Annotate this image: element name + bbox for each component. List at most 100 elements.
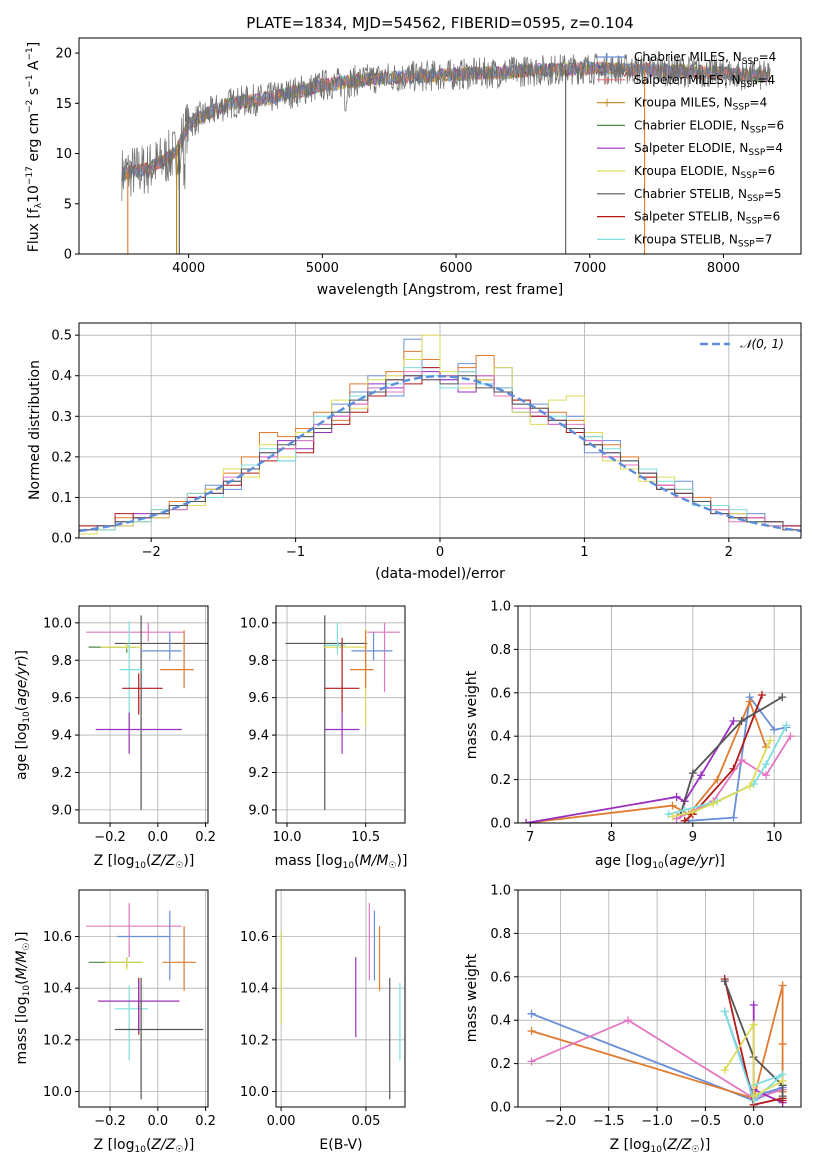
legend-label: Kroupa MILES, NSSP=4 [634, 96, 767, 113]
mass-weight-ylabel-top: mass weight [464, 670, 480, 759]
legend-count: =4 [757, 73, 775, 87]
y-tick-label: 9.2 [51, 766, 72, 781]
weight-marker [624, 1016, 633, 1025]
y-tick-label: 0.4 [51, 369, 72, 384]
error-bar-point [324, 637, 360, 713]
plot-marks [522, 690, 795, 823]
age-vs-metallicity-panel: −0.2 0.0 0.2 9.0 9.2 9.4 9.6 9.8 10.0 [43, 605, 216, 845]
legend-count: =4 [759, 50, 777, 64]
x-tick-label: 10.5 [351, 830, 380, 845]
y-tick-label: 0.6 [490, 686, 511, 701]
x-tick-label: 0.2 [195, 830, 216, 845]
weight-line [723, 1011, 784, 1103]
mass-vs-metallicity-panel: −0.2 0.0 0.2 10.0 10.2 10.4 10.6 [43, 889, 216, 1129]
age-vs-mass-panel: 10.0 10.5 9.0 9.2 9.4 9.6 9.8 10.0 [240, 605, 406, 845]
x-tick-label: 2 [725, 545, 733, 560]
weight-marker [527, 1057, 536, 1066]
axes-frame [517, 605, 802, 824]
y-tick-label: 0.1 [51, 491, 72, 506]
weight-line [672, 740, 771, 818]
error-bar-point [285, 615, 368, 810]
x-tick-label: 0.05 [351, 1114, 380, 1129]
y-tick-label: 0.0 [490, 817, 511, 832]
y-tick-label: 0.2 [51, 450, 72, 465]
legend-count: =4 [750, 96, 768, 110]
legend-subscript: SSP [741, 80, 758, 90]
weight-marker [522, 819, 531, 823]
y-tick-label: 5 [64, 197, 72, 212]
weight-marker [762, 760, 771, 769]
weight-marker [749, 1020, 758, 1029]
weight-marker [749, 1092, 758, 1101]
legend-count: =6 [757, 164, 775, 178]
legend-subscript: SSP [748, 148, 765, 158]
y-tick-label: 1.0 [490, 600, 511, 615]
y-tick-label: 9.8 [51, 654, 72, 669]
x-tick-label: 9 [689, 830, 697, 845]
axes-frame [78, 37, 802, 255]
x-tick-label: 7 [526, 830, 534, 845]
legend-label: Salpeter ELODIE, NSSP=4 [634, 141, 783, 158]
y-tick-label: 0.8 [490, 643, 511, 658]
weight-marker [778, 1040, 787, 1049]
age-ylabel: age [log10(age/yr)] [14, 650, 32, 780]
model-spectrum-line [121, 60, 770, 181]
error-bar-point [367, 622, 401, 693]
y-tick-label: 10.0 [240, 616, 269, 631]
weight-marker [668, 801, 677, 810]
weight-marker [527, 1009, 536, 1018]
x-tick-label: 1 [580, 545, 588, 560]
observed-spectrum-line [121, 53, 771, 202]
legend-count: =4 [765, 141, 783, 155]
weight-marker [680, 816, 689, 823]
error-bar-point [114, 615, 208, 810]
weight-marker [688, 808, 697, 817]
weight-marker [778, 1076, 787, 1085]
gaussian-legend-label: 𝒩(0, 1) [740, 337, 784, 351]
weight-line [679, 696, 783, 815]
error-bar-point [105, 957, 144, 971]
legend-count: =7 [755, 232, 773, 246]
weight-marker [737, 756, 746, 765]
axes-frame [78, 889, 209, 1108]
legend-subscript: SSP [746, 217, 763, 227]
weight-marker [778, 693, 787, 702]
x-tick-label: −1.0 [641, 1114, 673, 1129]
y-tick-label: 10.6 [240, 930, 269, 945]
y-tick-label: 0.3 [51, 410, 72, 425]
y-tick-label: 9.2 [248, 766, 269, 781]
weight-marker [770, 725, 779, 734]
weight-marker [737, 717, 746, 726]
mass-weight-ylabel-bottom: mass weight [464, 953, 480, 1042]
legend-marker [603, 98, 611, 107]
y-tick-label: 10.6 [43, 930, 72, 945]
x-tick-label: 0.0 [147, 830, 168, 845]
x-tick-label: −0.2 [94, 1114, 126, 1129]
y-tick-label: 9.8 [248, 654, 269, 669]
x-tick-label: −0.5 [690, 1114, 722, 1129]
legend-subscript: SSP [733, 103, 750, 113]
x-tick-label: −0.2 [94, 830, 126, 845]
y-tick-label: 0.0 [490, 1101, 511, 1116]
y-tick-label: 10.4 [240, 982, 269, 997]
error-bar-point [100, 643, 142, 650]
x-tick-label: −1.5 [593, 1114, 625, 1129]
axes-frame [78, 605, 209, 824]
weight-line [684, 694, 763, 822]
legend-label: Kroupa STELIB, NSSP=7 [634, 232, 772, 249]
residual-plot-area: −2 −1 0 1 2 0.0 0.1 0.2 0.3 0.4 0.5 𝒩(0, 1) [51, 322, 802, 560]
residual-ylabel: Normed distribution [27, 360, 43, 500]
x-tick-label: 8000 [707, 261, 740, 276]
legend-label: Chabrier ELODIE, NSSP=6 [634, 118, 784, 135]
y-tick-label: 10.0 [43, 616, 72, 631]
x-tick-label: 8 [607, 830, 615, 845]
weight-marker [709, 799, 718, 808]
weight-marker [762, 771, 771, 780]
weight-marker [782, 721, 791, 730]
y-tick-label: 0.2 [490, 773, 511, 788]
y-tick-label: 9.4 [248, 729, 269, 744]
x-tick-label: 5000 [306, 261, 339, 276]
y-tick-label: 20 [55, 47, 72, 62]
axes-frame [275, 605, 406, 824]
weight-marker [729, 717, 738, 726]
